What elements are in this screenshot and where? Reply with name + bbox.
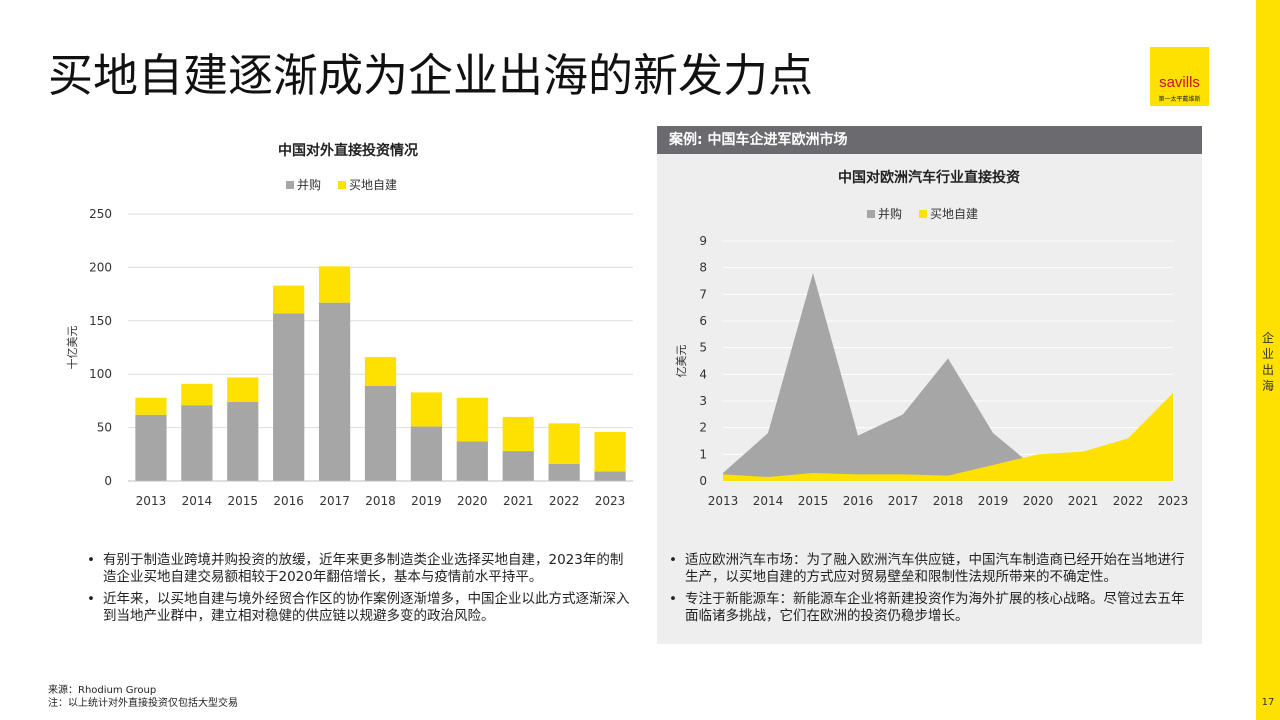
side-accent-bar: 企业出海 17: [1256, 0, 1280, 720]
logo-wordmark: savills: [1159, 74, 1200, 91]
x-tick-label-2014: 2014: [182, 494, 213, 508]
bar-acquisition-2014: [181, 405, 213, 481]
chart-title: 中国对欧洲汽车行业直接投资: [838, 169, 1020, 186]
y-tick-label-5: 5: [699, 341, 707, 355]
bar-greenfield-2018: [364, 357, 397, 386]
bar-greenfield-2015: [227, 377, 259, 402]
bar-greenfield-2021: [502, 416, 534, 452]
area-acquisition: [723, 273, 1173, 481]
auto-fdi-area-chart: 中国对欧洲汽车行业直接投资并购 买地自建 0 1 2 3 4 5 6 7 8 9 亿美元 2013 2014…: [657, 160, 1202, 520]
y-axis-label: 亿美元: [675, 345, 688, 378]
y-axis-label: 十亿美元: [65, 326, 79, 370]
bar-acquisition-2022: [548, 463, 580, 481]
case-panel-header: 案例: 中国车企进军欧洲市场: [657, 126, 1202, 154]
legend-swatch-1: [338, 181, 346, 189]
x-tick-label-2018: 2018: [365, 494, 396, 508]
bar-acquisition-2023: [594, 471, 626, 481]
area-greenfield: [723, 393, 1173, 481]
page-number: 17: [1261, 697, 1275, 708]
x-tick-label-2014: 2014: [753, 494, 784, 508]
source-note: 来源：Rhodium Group: [48, 685, 157, 696]
x-tick-label-2021: 2021: [503, 494, 534, 508]
x-tick-label-2020: 2020: [457, 494, 488, 508]
bar-acquisition-2016: [273, 313, 305, 481]
bar-greenfield-2013: [135, 397, 167, 415]
x-tick-label-2015: 2015: [227, 494, 258, 508]
y-tick-label-6: 6: [699, 314, 707, 328]
legend-label-1: 买地自建: [349, 178, 397, 192]
left-bullet-1: 有别于制造业跨境并购投资的放缓，近年来更多制造类企业选择买地自建，2023年的制…: [85, 552, 630, 586]
legend-swatch-0: [286, 181, 294, 189]
case-bullet-1: 适应欧洲汽车市场：为了融入欧洲汽车供应链，中国汽车制造商已经开始在当地进行生产，…: [667, 552, 1187, 586]
y-tick-label-7: 7: [699, 287, 707, 301]
legend-swatch-0: [867, 210, 875, 218]
bar-greenfield-2020: [456, 397, 488, 442]
legend-label-0: 并购: [297, 177, 321, 192]
y-tick-label-1: 50: [97, 421, 112, 435]
y-tick-label-3: 3: [699, 394, 707, 408]
side-section-label: 企业出海: [1261, 331, 1274, 393]
y-tick-label-3: 150: [89, 314, 112, 328]
fdi-bar-chart: 中国对外直接投资情况并购 买地自建 0 50 100 150 200 250 十亿美元 2013 2…: [60, 135, 645, 515]
x-tick-label-2019: 2019: [411, 494, 442, 508]
y-tick-label-2: 2: [699, 421, 707, 435]
bar-acquisition-2021: [502, 451, 534, 481]
case-bullets: 适应欧洲汽车市场：为了融入欧洲汽车供应链，中国汽车制造商已经开始在当地进行生产，…: [667, 552, 1187, 630]
y-tick-label-1: 1: [699, 447, 707, 461]
x-tick-label-2015: 2015: [798, 494, 829, 508]
y-tick-label-8: 8: [699, 261, 707, 275]
x-tick-label-2017: 2017: [888, 494, 919, 508]
x-tick-label-2023: 2023: [1158, 494, 1189, 508]
legend-swatch-1: [919, 210, 927, 218]
bar-greenfield-2014: [181, 383, 213, 406]
chart-title: 中国对外直接投资情况: [278, 142, 418, 159]
page-title: 买地自建逐渐成为企业出海的新发力点: [48, 49, 814, 102]
case-panel: 案例: 中国车企进军欧洲市场 中国对欧洲汽车行业直接投资并购 买地自建 0 1 2 3 4 5…: [657, 126, 1202, 644]
x-tick-label-2017: 2017: [319, 494, 350, 508]
savills-logo: savills 第一太平戴维斯: [1150, 47, 1209, 106]
y-tick-label-5: 250: [89, 207, 112, 221]
y-tick-label-2: 100: [89, 367, 112, 381]
logo-subtitle: 第一太平戴维斯: [1158, 96, 1201, 103]
left-bullet-2: 近年来，以买地自建与境外经贸合作区的协作案例逐渐增多，中国企业以此方式逐渐深入到…: [85, 591, 630, 625]
y-tick-label-4: 4: [699, 367, 707, 381]
y-tick-label-4: 200: [89, 260, 112, 274]
bar-greenfield-2017: [318, 266, 351, 303]
bar-acquisition-2015: [227, 401, 259, 481]
x-tick-label-2022: 2022: [1113, 494, 1144, 508]
case-panel-title: 案例: 中国车企进军欧洲市场: [669, 132, 848, 148]
x-tick-label-2020: 2020: [1023, 494, 1054, 508]
x-tick-label-2013: 2013: [136, 494, 167, 508]
x-tick-label-2016: 2016: [273, 494, 304, 508]
bar-greenfield-2019: [410, 392, 443, 427]
left-bullets: 有别于制造业跨境并购投资的放缓，近年来更多制造类企业选择买地自建，2023年的制…: [85, 552, 630, 630]
bar-acquisition-2018: [364, 385, 397, 481]
legend-label-1: 买地自建: [930, 207, 978, 221]
bar-acquisition-2020: [456, 441, 488, 481]
x-tick-label-2018: 2018: [933, 494, 964, 508]
x-tick-label-2023: 2023: [595, 494, 626, 508]
bar-greenfield-2016: [273, 285, 305, 314]
y-tick-label-0: 0: [104, 474, 112, 488]
x-tick-label-2019: 2019: [978, 494, 1009, 508]
x-tick-label-2016: 2016: [843, 494, 874, 508]
bar-acquisition-2017: [318, 302, 351, 481]
x-tick-label-2022: 2022: [549, 494, 580, 508]
stats-note: 注：以上统计对外直接投资仅包括大型交易: [48, 698, 238, 709]
x-tick-label-2021: 2021: [1068, 494, 1099, 508]
x-tick-label-2013: 2013: [708, 494, 739, 508]
bar-acquisition-2013: [135, 414, 167, 481]
bar-greenfield-2022: [548, 423, 580, 464]
case-bullet-2: 专注于新能源车：新能源车企业将新建投资作为海外扩展的核心战略。尽管过去五年面临诸…: [667, 591, 1187, 625]
bar-greenfield-2023: [594, 431, 626, 472]
y-tick-label-0: 0: [699, 474, 707, 488]
y-tick-label-9: 9: [699, 234, 707, 248]
bar-acquisition-2019: [410, 426, 443, 481]
legend-label-0: 并购: [878, 206, 902, 221]
footnotes: 来源：Rhodium Group 注：以上统计对外直接投资仅包括大型交易: [48, 684, 238, 710]
